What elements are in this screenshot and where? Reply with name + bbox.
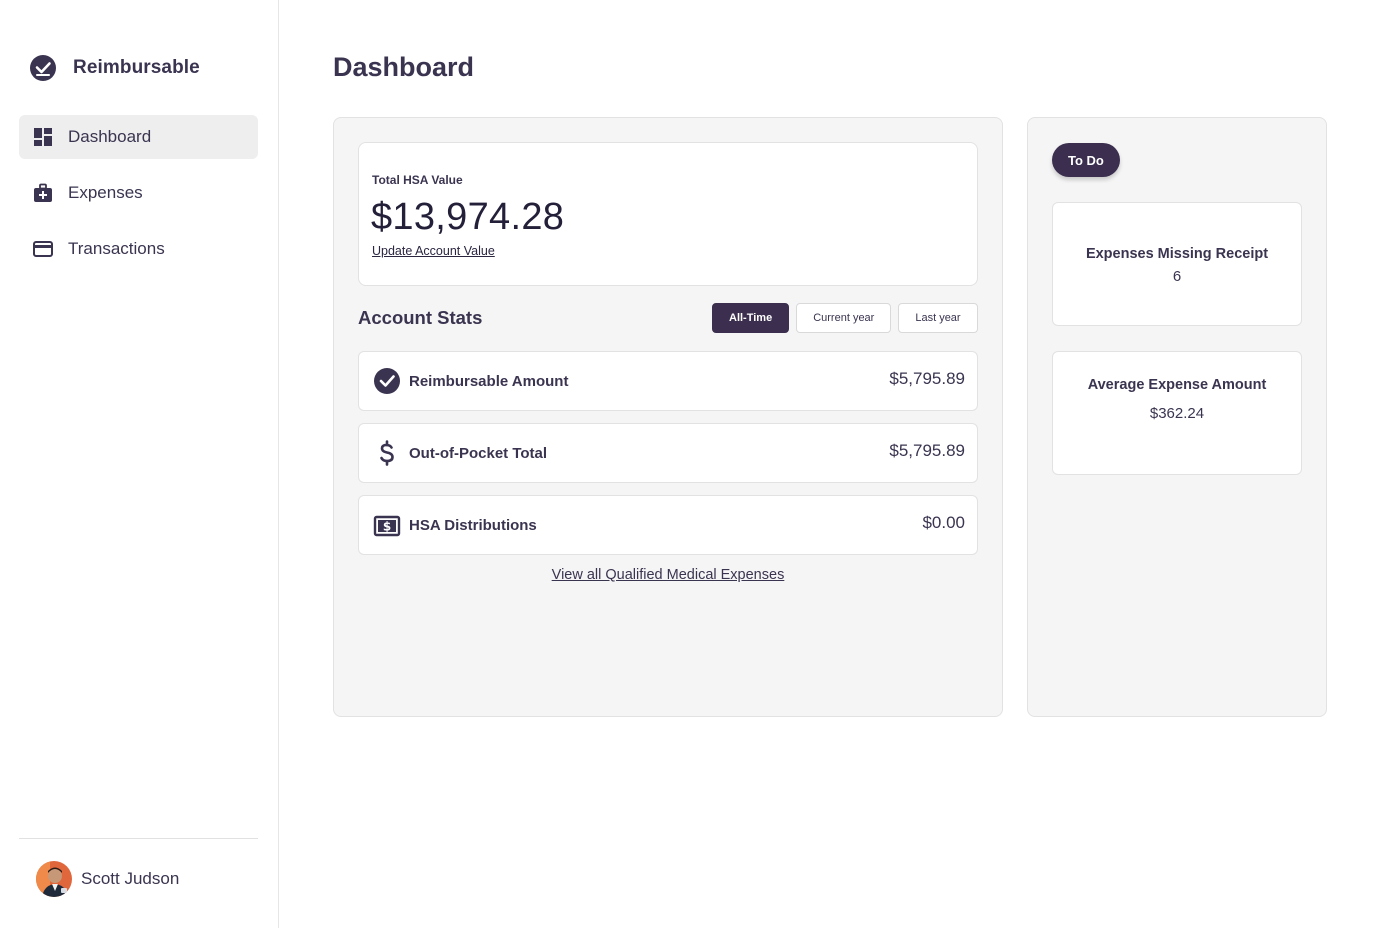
- hsa-value-label: Total HSA Value: [372, 173, 463, 187]
- avatar[interactable]: [36, 861, 72, 897]
- stat-label: HSA Distributions: [409, 516, 537, 534]
- stat-row-out-of-pocket-total: Out-of-Pocket Total $5,795.89: [358, 423, 978, 483]
- sidebar-item-label: Transactions: [68, 239, 165, 258]
- sidebar-item-label: Dashboard: [68, 127, 152, 146]
- todo-card-value: 6: [1172, 268, 1182, 285]
- stats-filter-group: All-Time Current year Last year: [712, 303, 978, 333]
- todo-badge[interactable]: To Do: [1052, 143, 1120, 177]
- page-title: Dashboard: [333, 52, 475, 82]
- stat-row-hsa-distributions: $ HSA Distributions $0.00: [358, 495, 978, 555]
- stat-value: $5,795.89: [889, 369, 965, 388]
- todo-card-title: Average Expense Amount: [1087, 377, 1267, 393]
- todo-card-title: Expenses Missing Receipt: [1085, 246, 1269, 262]
- view-all-qualified-medical-expenses-link[interactable]: View all Qualified Medical Expenses: [551, 567, 785, 583]
- check-circle-icon: [374, 368, 400, 394]
- sidebar-nav: Dashboard Expenses Transactions: [19, 115, 258, 283]
- stat-value: $5,795.89: [889, 441, 965, 460]
- brand[interactable]: Reimbursable: [29, 54, 200, 82]
- brand-name: Reimbursable: [73, 57, 200, 78]
- stat-row-reimbursable-amount: Reimbursable Amount $5,795.89: [358, 351, 978, 411]
- money-box-icon: $: [373, 515, 401, 537]
- stat-value: $0.00: [922, 513, 965, 532]
- medical-bag-icon: [34, 183, 52, 202]
- todo-card-average-expense[interactable]: Average Expense Amount $362.24: [1052, 351, 1302, 475]
- sidebar-item-label: Expenses: [68, 183, 143, 202]
- hsa-value-amount: $13,974.28: [371, 196, 565, 238]
- todo-panel: To Do Expenses Missing Receipt 6 Average…: [1027, 117, 1327, 717]
- todo-card-value: $362.24: [1149, 405, 1205, 422]
- user-profile[interactable]: Scott Judson: [36, 861, 179, 897]
- filter-all-time-button[interactable]: All-Time: [712, 303, 790, 333]
- filter-current-year-button[interactable]: Current year: [796, 303, 892, 333]
- stat-label: Out-of-Pocket Total: [409, 444, 548, 462]
- svg-text:$: $: [383, 520, 391, 534]
- sidebar-item-transactions[interactable]: Transactions: [19, 227, 258, 271]
- sidebar-item-dashboard[interactable]: Dashboard: [19, 115, 258, 159]
- filter-last-year-button[interactable]: Last year: [898, 303, 978, 333]
- todo-card-missing-receipt[interactable]: Expenses Missing Receipt 6: [1052, 202, 1302, 326]
- sidebar-item-expenses[interactable]: Expenses: [19, 171, 258, 215]
- hsa-value-card: Total HSA Value $13,974.28 Update Accoun…: [358, 142, 978, 286]
- account-stats-title: Account Stats: [358, 307, 483, 328]
- account-panel: Total HSA Value $13,974.28 Update Accoun…: [333, 117, 1003, 717]
- update-account-value-link[interactable]: Update Account Value: [372, 244, 495, 258]
- check-circle-icon: [30, 55, 56, 81]
- sidebar-divider: [19, 838, 258, 839]
- credit-card-icon: [33, 241, 53, 257]
- dollar-icon: [380, 440, 394, 466]
- sidebar: Reimbursable Dashboard Expen: [0, 0, 279, 928]
- user-name: Scott Judson: [81, 869, 180, 888]
- stat-label: Reimbursable Amount: [409, 372, 569, 390]
- dashboard-icon: [34, 128, 52, 146]
